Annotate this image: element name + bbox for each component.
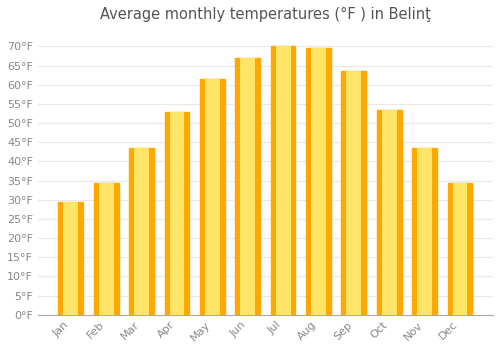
- Bar: [129, 148, 154, 315]
- Bar: [342, 71, 366, 315]
- Bar: [64, 202, 78, 315]
- Bar: [448, 183, 472, 315]
- Bar: [170, 112, 184, 315]
- Bar: [452, 183, 468, 315]
- Bar: [377, 110, 402, 315]
- Bar: [58, 202, 84, 315]
- Bar: [412, 148, 437, 315]
- Bar: [346, 71, 362, 315]
- Bar: [99, 183, 114, 315]
- Bar: [236, 58, 260, 315]
- Bar: [94, 183, 118, 315]
- Bar: [417, 148, 432, 315]
- Bar: [164, 112, 190, 315]
- Bar: [134, 148, 149, 315]
- Bar: [306, 48, 331, 315]
- Bar: [240, 58, 255, 315]
- Bar: [382, 110, 396, 315]
- Bar: [270, 47, 295, 315]
- Bar: [205, 79, 220, 315]
- Bar: [200, 79, 225, 315]
- Title: Average monthly temperatures (°F ) in Belinţ: Average monthly temperatures (°F ) in Be…: [100, 7, 431, 22]
- Bar: [311, 48, 326, 315]
- Bar: [276, 47, 290, 315]
